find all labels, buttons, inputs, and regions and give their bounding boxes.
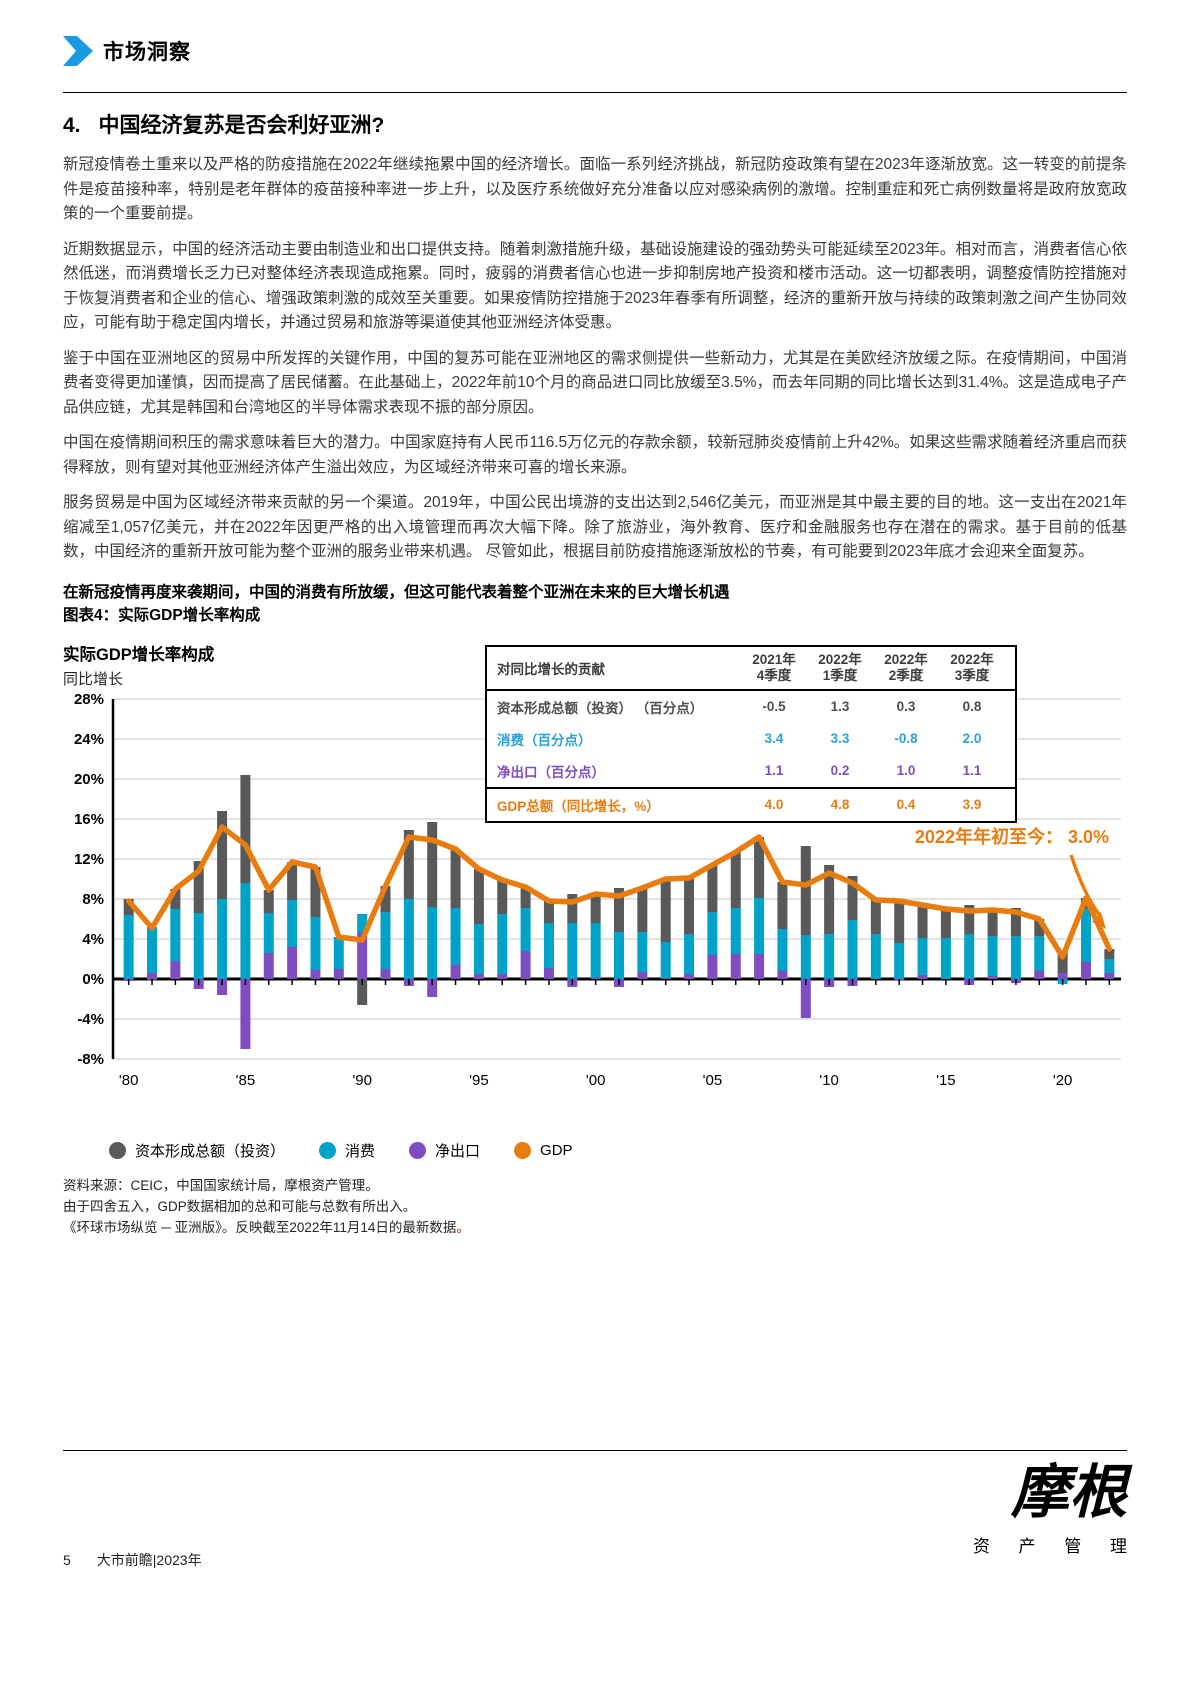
table-row-label: GDP总额（同比增长，%） — [497, 798, 660, 814]
svg-text:0%: 0% — [82, 971, 104, 988]
table-row: 消费（百分点） 3.4 3.3 -0.8 2.0 — [487, 723, 1015, 755]
legend-item: 净出口 — [409, 1140, 480, 1161]
table-cell: -0.8 — [894, 730, 918, 746]
table-header-row: 对同比增长的贡献 2021年 4季度 2022年 1季度 2022年 2季度 2… — [487, 647, 1015, 691]
ytd-annotation: 2022年年初至今： 3.0% — [915, 826, 1109, 847]
table-row-label: 资本形成总额（投资） （百分点） — [497, 700, 704, 716]
svg-text:16%: 16% — [74, 811, 104, 828]
source-note-line: 《环球市场纵览 ─ 亚洲版》。反映截至2022年11月14日的最新数据。 — [63, 1217, 1127, 1238]
footer-divider — [63, 1450, 1127, 1451]
source-note-text: 《环球市场纵览 ─ 亚洲版》。反映截至2022年11月14日的最新数据 — [63, 1219, 457, 1235]
table-cell: 0.3 — [896, 698, 916, 714]
svg-text:28%: 28% — [74, 691, 104, 708]
table-cell: 0.2 — [830, 762, 850, 778]
legend-item: 消费 — [319, 1140, 375, 1161]
source-note-line: 由于四舍五入，GDP数据相加的总和可能与总数有所出入。 — [63, 1198, 417, 1214]
brand-logo-text: 摩根 — [1010, 1458, 1127, 1526]
chart-y-axis-label: 同比增长 — [63, 670, 124, 688]
svg-text:'15: '15 — [936, 1072, 956, 1089]
orange-dot-icon — [514, 1141, 532, 1159]
legend-label: 资本形成总额（投资） — [135, 1142, 286, 1160]
svg-text:'90: '90 — [352, 1072, 372, 1089]
svg-text:-8%: -8% — [77, 1051, 104, 1068]
page-number: 5 — [63, 1552, 71, 1568]
svg-text:8%: 8% — [82, 891, 104, 908]
chart-block: 实际GDP增长率构成 同比增长 28% 24% 20% 16% 12% 8% 4% 0% -4%… — [63, 641, 1127, 1161]
table-row-label: 消费（百分点） — [497, 732, 592, 748]
source-notes: 资料来源：CEIC，中国国家统计局，摩根资产管理。 由于四舍五入，GDP数据相加… — [63, 1175, 1127, 1238]
svg-text:24%: 24% — [74, 731, 104, 748]
table-row: 净出口（百分点） 1.1 0.2 1.0 1.1 — [487, 755, 1015, 787]
table-cell: 1.0 — [896, 762, 916, 778]
footer-logo: 摩根 资 产 管 理 — [973, 1462, 1127, 1557]
table-row: GDP总额（同比增长，%） 4.0 4.8 0.4 3.9 — [487, 786, 1015, 821]
legend-label: 消费 — [345, 1142, 376, 1160]
table-cell: 0.8 — [962, 698, 982, 714]
paragraph: 新冠疫情卷土重来以及严格的防疫措施在2022年继续拖累中国的经济增长。面临一系列… — [63, 156, 1127, 222]
table-row-label: 净出口（百分点） — [497, 764, 605, 780]
svg-text:4%: 4% — [82, 931, 104, 948]
contribution-table: 对同比增长的贡献 2021年 4季度 2022年 1季度 2022年 2季度 2… — [485, 644, 1017, 823]
legend-item: 资本形成总额（投资） — [109, 1140, 285, 1161]
brand-title: 市场洞察 — [103, 41, 191, 64]
purple-dot-icon — [409, 1141, 427, 1159]
svg-text:'95: '95 — [469, 1072, 489, 1089]
page-title: 4. 中国经济复苏是否会利好亚洲? — [63, 109, 1127, 139]
paragraph: 中国在疫情期间积压的需求意味着巨大的潜力。中国家庭持有人民币116.5万亿元的存… — [63, 434, 1127, 476]
table-cell: 1.3 — [830, 698, 850, 714]
table-col-header: 2022年 1季度 — [818, 651, 862, 683]
table-cell: 3.4 — [764, 730, 784, 746]
footer-doc-title: 大市前瞻|2023年 — [96, 1552, 202, 1568]
gdp-chart: 28% 24% 20% 16% 12% 8% 4% 0% -4% -8% '80 '85 '90 '95 '… — [74, 691, 1121, 1089]
legend-label: 净出口 — [435, 1142, 481, 1160]
source-note-red-period: 。 — [456, 1219, 470, 1235]
table-cell: 1.1 — [962, 762, 982, 778]
table-cell: 4.8 — [830, 796, 850, 812]
footer: 5 大市前瞻|2023年 — [63, 1550, 202, 1570]
gray-dot-icon — [109, 1141, 126, 1159]
figure-caption-line2: 图表4：实际GDP增长率构成 — [63, 606, 261, 624]
header: 市场洞察 — [63, 0, 1127, 66]
table-cell: 1.1 — [764, 762, 784, 778]
section-number: 4. — [63, 114, 81, 137]
table-cell: -0.5 — [762, 698, 786, 714]
legend-item: GDP — [514, 1141, 573, 1159]
brand-logo-subtext: 资 产 管 理 — [972, 1537, 1139, 1556]
figure-caption: 在新冠疫情再度来袭期间，中国的消费有所放缓，但这可能代表着整个亚洲在未来的巨大增… — [63, 581, 1127, 627]
table-header-label: 对同比增长的贡献 — [497, 661, 605, 677]
paragraph: 服务贸易是中国为区域经济带来贡献的另一个渠道。2019年，中国公民出境游的支出达… — [63, 494, 1127, 560]
table-col-header: 2022年 2季度 — [884, 651, 928, 683]
svg-text:'85: '85 — [236, 1072, 256, 1089]
chart-title: 实际GDP增长率构成 — [63, 645, 215, 664]
table-cell: 0.4 — [896, 796, 916, 812]
svg-text:'80: '80 — [119, 1072, 139, 1089]
source-note-line: 资料来源：CEIC，中国国家统计局，摩根资产管理。 — [63, 1177, 379, 1193]
svg-text:'05: '05 — [703, 1072, 723, 1089]
svg-text:20%: 20% — [74, 771, 104, 788]
svg-text:'00: '00 — [586, 1072, 606, 1089]
table-cell: 3.3 — [830, 730, 850, 746]
paragraph: 鉴于中国在亚洲地区的贸易中所发挥的关键作用，中国的复苏可能在亚洲地区的需求侧提供… — [63, 349, 1127, 416]
header-divider — [63, 92, 1127, 93]
table-col-header: 2022年 3季度 — [950, 651, 994, 683]
svg-text:12%: 12% — [74, 851, 104, 868]
table-col-header: 2021年 4季度 — [752, 651, 796, 683]
annotation-arrow-icon — [1092, 911, 1106, 929]
legend-label: GDP — [540, 1141, 573, 1159]
chart-legend: 资本形成总额（投资） 消费 净出口 GDP — [109, 1140, 1127, 1161]
table-cell: 4.0 — [764, 796, 784, 812]
table-cell: 3.9 — [962, 796, 982, 812]
svg-text:'10: '10 — [819, 1072, 839, 1089]
teal-dot-icon — [319, 1141, 337, 1159]
svg-text:'20: '20 — [1053, 1072, 1073, 1089]
table-row: 资本形成总额（投资） （百分点） -0.5 1.3 0.3 0.8 — [487, 691, 1015, 723]
section-title-text: 中国经济复苏是否会利好亚洲? — [98, 114, 385, 137]
brand-chevron-icon — [63, 36, 93, 66]
figure-caption-line1: 在新冠疫情再度来袭期间，中国的消费有所放缓，但这可能代表着整个亚洲在未来的巨大增… — [63, 583, 730, 601]
paragraph: 近期数据显示，中国的经济活动主要由制造业和出口提供支持。随着刺激措施升级，基础设… — [63, 240, 1127, 332]
table-cell: 2.0 — [962, 730, 982, 746]
svg-text:-4%: -4% — [77, 1011, 104, 1028]
